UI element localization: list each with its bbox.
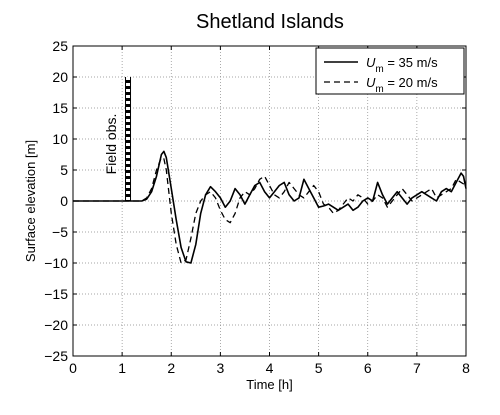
y-tick-label: −20 — [44, 317, 68, 333]
y-tick-label: 15 — [52, 100, 68, 116]
y-tick-labels: −25 −20 −15 −10 −5 0 5 10 15 20 25 — [44, 38, 466, 364]
x-tick-label: 2 — [167, 360, 175, 376]
legend-box — [315, 47, 465, 95]
x-tick-label: 8 — [462, 360, 470, 376]
y-tick-label: −10 — [44, 255, 68, 271]
field-obs-annotation: Field obs. — [103, 77, 132, 201]
annotation-text: Field obs. — [103, 114, 119, 175]
series-line-2 — [73, 156, 467, 264]
y-tick-label: 10 — [52, 131, 68, 147]
x-tick-label: 1 — [118, 360, 126, 376]
legend: Um = 35 m/sUm = 20 m/s — [315, 47, 465, 95]
y-tick-label: −15 — [44, 286, 68, 302]
y-tick-label: −5 — [52, 224, 68, 240]
y-tick-label: 0 — [60, 193, 68, 209]
legend-label-1: Um = 35 m/s — [366, 55, 438, 75]
x-tick-label: 0 — [69, 360, 77, 376]
series-line-1 — [73, 150, 467, 264]
x-tick-label: 6 — [364, 360, 372, 376]
y-tick-label: −25 — [44, 348, 68, 364]
y-tick-label: 20 — [52, 69, 68, 85]
x-tick-label: 3 — [216, 360, 224, 376]
legend-label-2: Um = 20 m/s — [366, 75, 438, 95]
grid — [73, 46, 466, 356]
x-axis-label: Time [h] — [246, 377, 292, 392]
x-tick-label: 5 — [315, 360, 323, 376]
x-tick-label: 7 — [413, 360, 421, 376]
x-tick-labels: 0 1 2 3 4 5 6 7 8 — [69, 46, 470, 376]
y-axis-label: Surface elevation [m] — [23, 140, 38, 262]
chart-title: Shetland Islands — [196, 11, 344, 33]
x-tick-label: 4 — [266, 360, 274, 376]
y-tick-label: 5 — [60, 162, 68, 178]
y-tick-label: 25 — [52, 38, 68, 54]
series-layer — [73, 150, 467, 264]
